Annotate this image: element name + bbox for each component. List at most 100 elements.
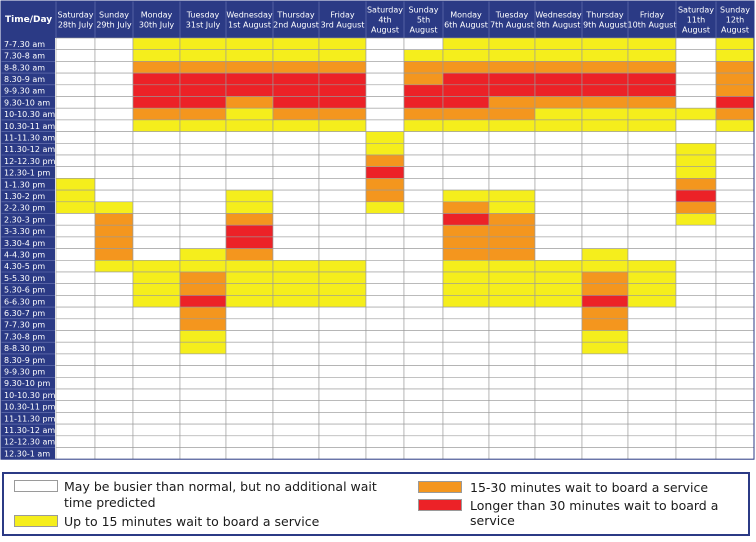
heatmap-cell: [365, 330, 405, 343]
heatmap-cell: [488, 423, 536, 437]
heatmap-cell: [55, 330, 96, 343]
heatmap-cell: [365, 178, 405, 191]
heatmap-cell: [581, 224, 629, 238]
heatmap-cell: [488, 178, 536, 191]
heatmap-cell: [132, 154, 181, 167]
heatmap-cell: [55, 166, 96, 179]
row-label: 2.30-3 pm: [4, 215, 45, 224]
heatmap-cell: [55, 259, 96, 273]
heatmap-cell: [488, 213, 536, 226]
heatmap-cell: [365, 143, 405, 156]
heatmap-cell: [534, 224, 583, 238]
row-label: 8-8.30 pm: [4, 344, 45, 353]
heatmap-cell: [179, 376, 227, 390]
heatmap-cell: [627, 248, 677, 261]
heatmap-cell: [581, 259, 629, 273]
heatmap-cell: [225, 178, 274, 191]
heatmap-cell: [94, 131, 134, 144]
heatmap-cell: [403, 435, 444, 448]
heatmap-cell: [94, 96, 134, 109]
heatmap-cell: [365, 388, 405, 401]
row-label: 12.30-1 pm: [4, 169, 51, 178]
heatmap-cell: [132, 131, 181, 144]
heatmap-cell: [365, 353, 405, 366]
heatmap-cell: [318, 388, 367, 401]
heatmap-cell: [627, 107, 677, 121]
heatmap-cell: [225, 49, 274, 62]
heatmap-cell: [179, 49, 227, 62]
heatmap-cell: [94, 400, 134, 413]
heatmap-cell: [403, 447, 444, 460]
heatmap-cell: [403, 400, 444, 413]
heatmap-cell: [675, 96, 717, 109]
heatmap-cell: [365, 166, 405, 179]
heatmap-cell: [365, 447, 405, 460]
heatmap-cell: [442, 447, 490, 460]
heatmap-cell: [318, 96, 367, 109]
row-label: 7-7.30 am: [4, 40, 45, 49]
heatmap-cell: [534, 376, 583, 390]
heatmap-cell: [581, 295, 629, 308]
heatmap-cell: [715, 376, 755, 390]
heatmap-cell: [442, 178, 490, 191]
heatmap-cell: [403, 330, 444, 343]
heatmap-cell: [581, 365, 629, 378]
heatmap-cell: [403, 49, 444, 62]
heatmap-cell: [365, 341, 405, 355]
heatmap-cell: [442, 318, 490, 331]
heatmap-cell: [132, 447, 181, 460]
heatmap-cell: [442, 224, 490, 238]
heatmap-cell: [627, 435, 677, 448]
heatmap-cell: [534, 388, 583, 401]
heatmap-cell: [94, 236, 134, 249]
heatmap-cell: [488, 295, 536, 308]
heatmap-cell: [55, 447, 96, 460]
heatmap-cell: [581, 107, 629, 121]
legend-swatch-medium: [418, 481, 462, 493]
heatmap-cell: [403, 423, 444, 437]
heatmap-cell: [179, 248, 227, 261]
heatmap-cell: [179, 447, 227, 460]
heatmap-cell: [272, 166, 320, 179]
heatmap-cell: [94, 259, 134, 273]
heatmap-cell: [225, 154, 274, 167]
heatmap-cell: [225, 96, 274, 109]
row-label: 6-6.30 pm: [4, 297, 45, 306]
heatmap-cell: [318, 224, 367, 238]
heatmap-cell: [675, 341, 717, 355]
heatmap-cell: [272, 283, 320, 296]
row-label: 12-12.30 pm: [4, 157, 56, 166]
heatmap-cell: [132, 178, 181, 191]
heatmap-cell: [318, 107, 367, 121]
heatmap-cell: [403, 131, 444, 144]
row-label: 8.30-9 pm: [4, 356, 45, 365]
heatmap-cell: [675, 213, 717, 226]
heatmap-cell: [179, 96, 227, 109]
heatmap-cell: [581, 72, 629, 86]
heatmap-cell: [272, 400, 320, 413]
heatmap-cell: [94, 388, 134, 401]
heatmap-cell: [225, 353, 274, 366]
heatmap-cell: [55, 283, 96, 296]
heatmap-cell: [318, 213, 367, 226]
row-label: 4-4.30 pm: [4, 250, 45, 259]
heatmap-cell: [132, 201, 181, 214]
heatmap-cell: [318, 131, 367, 144]
heatmap-cell: [442, 412, 490, 425]
heatmap-cell: [225, 119, 274, 132]
heatmap-cell: [403, 189, 444, 203]
heatmap-cell: [715, 388, 755, 401]
heatmap-cell: [225, 259, 274, 273]
heatmap-cell: [272, 107, 320, 121]
heatmap-cell: [94, 224, 134, 238]
heatmap-cell: [403, 107, 444, 121]
heatmap-cell: [94, 154, 134, 167]
heatmap-cell: [365, 154, 405, 167]
heatmap-cell: [534, 178, 583, 191]
row-label: 9.30-10 am: [4, 98, 50, 107]
heatmap-cell: [534, 84, 583, 97]
heatmap-cell: [272, 213, 320, 226]
heatmap-cell: [534, 259, 583, 273]
heatmap-cell: [442, 236, 490, 249]
heatmap-cell: [365, 119, 405, 132]
